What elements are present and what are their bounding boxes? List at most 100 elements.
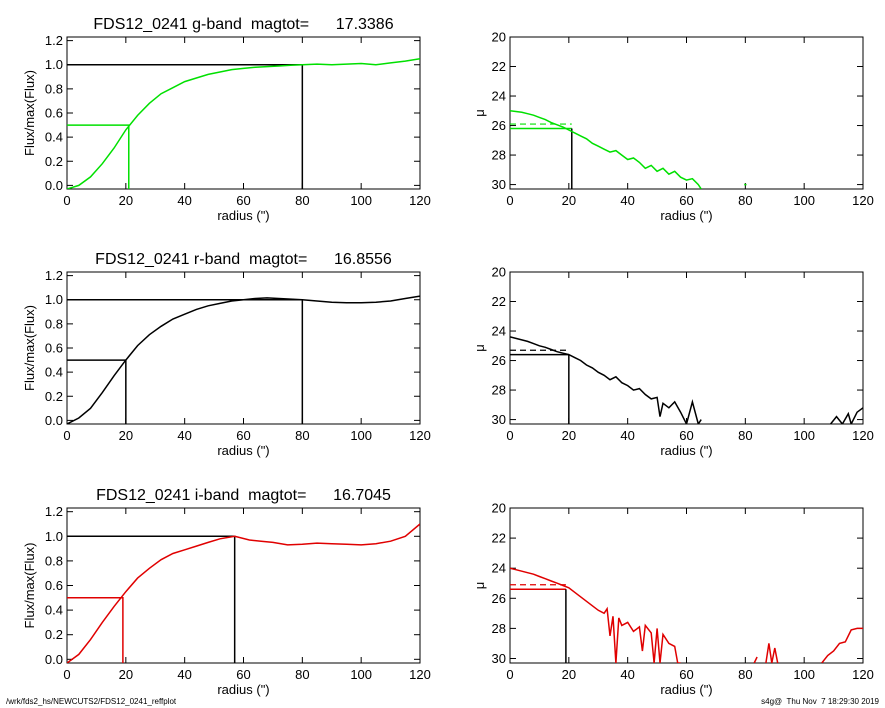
panel-5-ytick-label: 0.8 — [45, 553, 63, 568]
panel-1-xtick-label: 40 — [177, 193, 191, 208]
panel-1-xtick-label: 80 — [295, 193, 309, 208]
panel-1-ytick-label: 0.4 — [45, 130, 63, 145]
panel-1-series-line-1 — [67, 57, 420, 189]
panel-1-axes-frame — [66, 36, 421, 190]
panel-6-series-line-4 — [821, 627, 863, 663]
panel-3-ytick-label: 0.6 — [45, 341, 63, 356]
panel-6: 0 20 40 60 80 100 120 20 22 24 26 28 30 radius (") μ — [472, 501, 874, 698]
panel-5-xtick-label: 60 — [236, 667, 250, 682]
footer-timestamp: s4g@ Thu Nov 7 18:29:30 2019 — [761, 697, 879, 706]
panel-1-ytick-label: 0.0 — [45, 178, 63, 193]
panel-4: 0 20 40 60 80 100 120 20 22 24 26 28 30 radius (") μ — [472, 265, 874, 459]
panel-6-xtick-label: 80 — [738, 667, 752, 682]
panel-5-xtick-label: 80 — [295, 667, 309, 682]
panel-5-reference-marker-2 — [67, 535, 236, 663]
panel-1-xtick-label: 60 — [236, 193, 250, 208]
panel-1-title: FDS12_0241 g-band magtot= 17.3386 — [93, 16, 393, 33]
panel-4-ytick-label: 30 — [492, 412, 506, 427]
panel-5-ytick-label: 1.2 — [45, 504, 63, 519]
panel-4-xlabel: radius (") — [660, 443, 712, 458]
panel-2-ytick-label: 24 — [492, 89, 506, 104]
panel-5-reference-marker-1 — [67, 597, 124, 663]
panel-5-xtick-label: 40 — [177, 667, 191, 682]
panel-4-xtick-label: 20 — [562, 428, 576, 443]
panel-6-xtick-label: 60 — [679, 667, 693, 682]
panel-2-axes-frame — [509, 36, 864, 190]
panel-3-ytick-label: 0.0 — [45, 413, 63, 428]
panel-1-xtick-label: 0 — [63, 193, 70, 208]
panel-6-xtick-label: 20 — [562, 667, 576, 682]
panel-1-ytick-label: 1.0 — [45, 57, 63, 72]
panel-4-ylabel: μ — [472, 344, 487, 352]
panel-3-xtick-label: 20 — [119, 428, 133, 443]
panel-1-ytick-label: 0.8 — [45, 81, 63, 96]
panel-1-reference-marker-1 — [67, 124, 130, 189]
panel-5-ytick-label: 0.2 — [45, 627, 63, 642]
panel-1-ylabel: Flux/max(Flux) — [22, 70, 37, 156]
panel-2-ylabel: μ — [472, 109, 487, 117]
panel-6-xtick-label: 40 — [620, 667, 634, 682]
panel-2-ytick-label: 30 — [492, 177, 506, 192]
panel-2-xtick-label: 0 — [506, 193, 513, 208]
panel-3-ytick-label: 0.2 — [45, 389, 63, 404]
panel-3-xlabel: radius (") — [217, 443, 269, 458]
panel-3-xtick-label: 60 — [236, 428, 250, 443]
panel-4-ytick-label: 26 — [492, 353, 506, 368]
panel-3-axes-frame — [66, 271, 421, 425]
panel-6-xtick-label: 100 — [793, 667, 815, 682]
panel-4-xtick-label: 80 — [738, 428, 752, 443]
panel-2-ytick-label: 28 — [492, 148, 506, 163]
panel-3-series-line-1 — [67, 295, 420, 424]
panel-6-ytick-label: 22 — [492, 531, 506, 546]
panel-4-xtick-label: 60 — [679, 428, 693, 443]
panel-4-xtick-label: 40 — [620, 428, 634, 443]
panel-2-xtick-label: 120 — [852, 193, 874, 208]
panel-4-xtick-label: 100 — [793, 428, 815, 443]
panel-2-xtick-label: 100 — [793, 193, 815, 208]
panel-3-ytick-label: 0.8 — [45, 316, 63, 331]
panel-4-ytick-label: 22 — [492, 294, 506, 309]
panel-2: 0 20 40 60 80 100 120 20 22 24 26 28 30 radius (") μ — [472, 30, 874, 224]
panel-6-ytick-label: 26 — [492, 591, 506, 606]
panel-6-series-line-3 — [765, 643, 779, 663]
panel-2-xtick-label: 20 — [562, 193, 576, 208]
panel-5-ylabel: Flux/max(Flux) — [22, 543, 37, 629]
panel-2-xtick-label: 40 — [620, 193, 634, 208]
panel-2-ytick-label: 26 — [492, 118, 506, 133]
panel-4-series-line-2 — [830, 407, 863, 424]
panel-4-ytick-label: 28 — [492, 383, 506, 398]
panel-6-xtick-label: 0 — [506, 667, 513, 682]
panel-5-xtick-label: 120 — [409, 667, 431, 682]
panel-1-xtick-label: 120 — [409, 193, 431, 208]
panel-5-ytick-label: 0.4 — [45, 603, 63, 618]
panel-4-xtick-label: 0 — [506, 428, 513, 443]
panel-1-ytick-label: 0.2 — [45, 154, 63, 169]
panel-3-xtick-label: 40 — [177, 428, 191, 443]
footer-file-path: /wrk/fds2_hs/NEWCUTS2/FDS12_0241_reffplo… — [6, 697, 177, 706]
panel-5-title: FDS12_0241 i-band magtot= 16.7045 — [96, 487, 391, 504]
panel-6-series-line-1 — [510, 567, 681, 663]
panel-1: 0 20 40 60 80 100 120 0.0 0.2 0.4 0.6 0.8 1.0 1.2 radi… — [22, 16, 431, 223]
panel-6-ytick-label: 20 — [492, 501, 506, 516]
panel-3-title: FDS12_0241 r-band magtot= 16.8556 — [95, 251, 392, 268]
panel-5-axes-frame — [66, 507, 421, 664]
panel-5: 0 20 40 60 80 100 120 0.0 0.2 0.4 0.6 0.8 1.0 1.2 radi… — [22, 487, 431, 697]
panel-6-series-line-2 — [753, 656, 758, 663]
panel-4-series-line-1 — [510, 336, 702, 424]
panel-4-ytick-label: 20 — [492, 265, 506, 280]
panel-5-xtick-label: 0 — [63, 667, 70, 682]
panel-6-xtick-label: 120 — [852, 667, 874, 682]
panel-2-xtick-label: 80 — [738, 193, 752, 208]
panel-1-xtick-label: 20 — [119, 193, 133, 208]
panel-5-xlabel: radius (") — [217, 682, 269, 697]
panel-3-xtick-label: 0 — [63, 428, 70, 443]
panel-5-ytick-label: 0.6 — [45, 578, 63, 593]
panel-3-xtick-label: 120 — [409, 428, 431, 443]
panel-6-ytick-label: 24 — [492, 561, 506, 576]
panel-6-xlabel: radius (") — [660, 682, 712, 697]
panel-5-ytick-label: 1.0 — [45, 529, 63, 544]
panel-3-ylabel: Flux/max(Flux) — [22, 305, 37, 391]
panel-3-ytick-label: 1.0 — [45, 292, 63, 307]
panel-1-xtick-label: 100 — [350, 193, 372, 208]
